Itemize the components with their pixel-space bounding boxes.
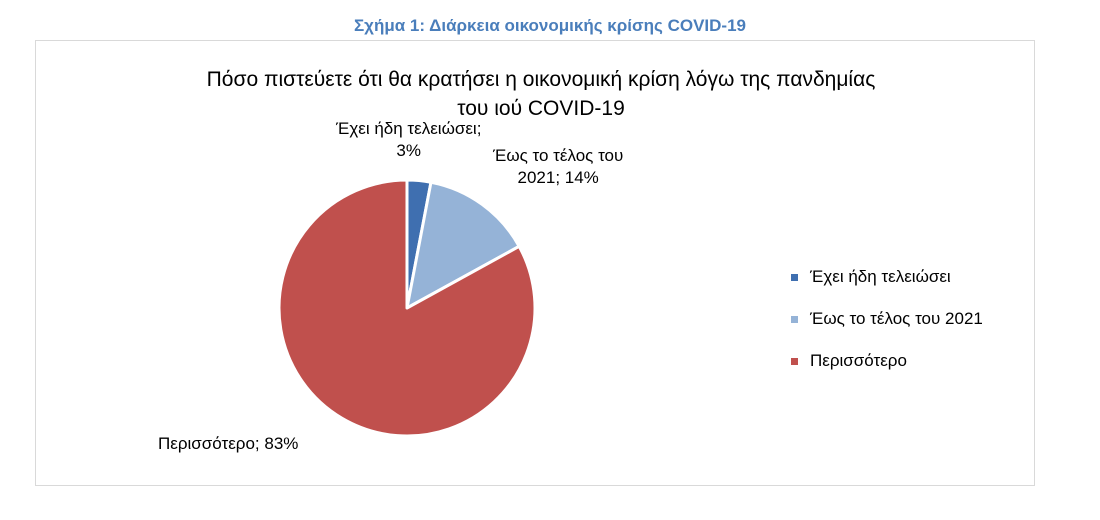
chart-title-line-2: του ιού COVID-19 (457, 97, 625, 120)
pie-chart (277, 178, 537, 438)
legend-swatch-until-end-2021 (791, 315, 798, 323)
legend-item-already-ended: Έχει ήδη τελειώσει (791, 256, 983, 298)
data-label-until-end-2021-line-1: Έως το τέλος του (493, 146, 624, 165)
data-label-more: Περισσότερο; 83% (158, 433, 298, 455)
legend-swatch-already-ended (791, 273, 798, 281)
legend-label-more: Περισσότερο (810, 351, 907, 370)
legend-item-more: Περισσότερο (791, 340, 983, 382)
legend-item-until-end-2021: Έως το τέλος του 2021 (791, 298, 983, 340)
figure-caption: Σχήμα 1: Διάρκεια οικονομικής κρίσης COV… (353, 16, 746, 35)
data-label-until-end-2021: Έως το τέλος του 2021; 14% (493, 145, 623, 189)
data-label-already-ended-line-2: 3% (396, 141, 421, 160)
data-label-more-line-1: Περισσότερο; 83% (158, 434, 299, 453)
data-label-already-ended: Έχει ήδη τελειώσει; 3% (336, 118, 481, 162)
data-label-already-ended-line-1: Έχει ήδη τελειώσει; (336, 119, 482, 138)
chart-title: Πόσο πιστεύετε ότι θα κρατήσει η οικονομ… (146, 65, 936, 123)
pie-slice-until-end-2021 (405, 180, 521, 310)
legend: Έχει ήδη τελειώσει Έως το τέλος του 2021… (791, 256, 983, 382)
chart-area: Πόσο πιστεύετε ότι θα κρατήσει η οικονομ… (35, 40, 1035, 486)
legend-swatch-more (791, 357, 798, 365)
data-label-until-end-2021-line-2: 2021; 14% (517, 168, 599, 187)
legend-label-until-end-2021: Έως το τέλος του 2021 (810, 309, 983, 328)
chart-title-line-1: Πόσο πιστεύετε ότι θα κρατήσει η οικονομ… (206, 68, 876, 91)
legend-label-already-ended: Έχει ήδη τελειώσει (810, 267, 951, 286)
pie-slice-more (277, 178, 537, 438)
